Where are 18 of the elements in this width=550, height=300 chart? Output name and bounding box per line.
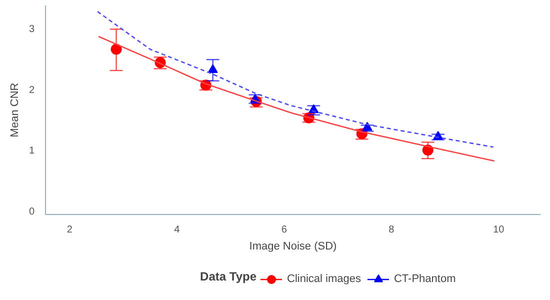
x-tick-label: 2 bbox=[66, 224, 73, 236]
x-tick-label: 4 bbox=[174, 224, 180, 236]
line-series bbox=[98, 36, 496, 162]
y-tick-label: 1 bbox=[28, 146, 35, 157]
y-tick-label: 0 bbox=[28, 206, 35, 218]
y-tick-label: 2 bbox=[28, 84, 35, 96]
y-tick-label: 3 bbox=[28, 24, 35, 36]
legend-label: CT-Phantom bbox=[394, 273, 456, 285]
legend-title: Data Type bbox=[200, 270, 257, 284]
point bbox=[208, 64, 218, 73]
point bbox=[110, 44, 122, 55]
line-series bbox=[96, 10, 494, 148]
x-tick-label: 6 bbox=[281, 224, 288, 236]
legend-label: Clinical images bbox=[287, 273, 361, 285]
x-tick-label: 8 bbox=[388, 224, 395, 236]
x-tick-label: 10 bbox=[493, 224, 505, 236]
y-axis-title: Mean CNR bbox=[8, 82, 21, 138]
x-axis-title: Image Noise (SD) bbox=[249, 240, 337, 252]
